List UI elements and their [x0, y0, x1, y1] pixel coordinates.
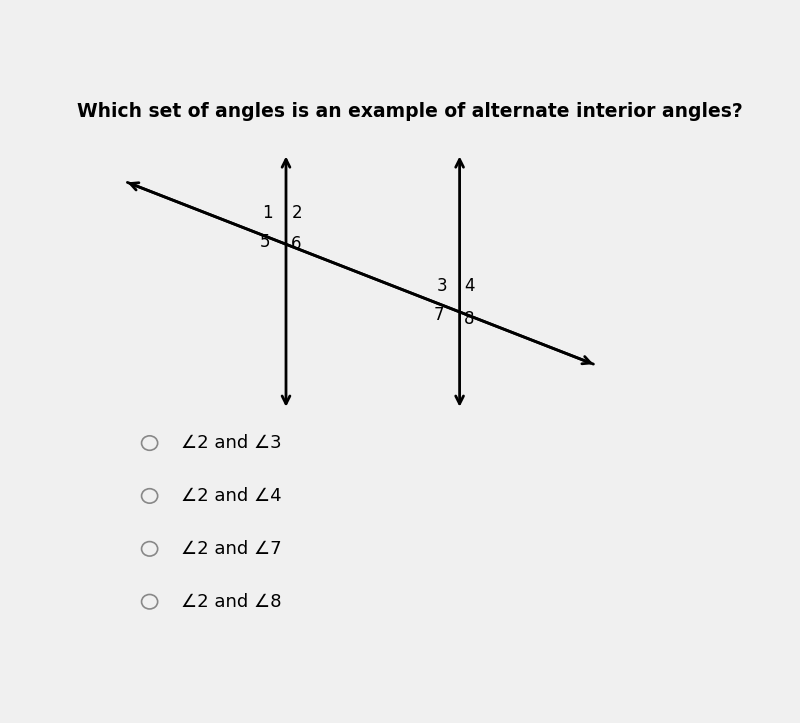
Text: Which set of angles is an example of alternate interior angles?: Which set of angles is an example of alt… — [77, 103, 743, 121]
Text: ∠2 and ∠7: ∠2 and ∠7 — [181, 540, 282, 558]
Text: ∠2 and ∠4: ∠2 and ∠4 — [181, 487, 282, 505]
Text: 2: 2 — [292, 204, 302, 222]
Text: ∠2 and ∠3: ∠2 and ∠3 — [181, 434, 282, 452]
Text: 5: 5 — [260, 233, 270, 251]
Text: 8: 8 — [464, 310, 474, 328]
Text: 7: 7 — [434, 306, 444, 324]
Text: 1: 1 — [262, 204, 273, 222]
Text: 3: 3 — [437, 277, 447, 295]
Text: 4: 4 — [464, 277, 474, 295]
Text: 6: 6 — [290, 235, 301, 253]
Text: ∠2 and ∠8: ∠2 and ∠8 — [181, 593, 281, 611]
